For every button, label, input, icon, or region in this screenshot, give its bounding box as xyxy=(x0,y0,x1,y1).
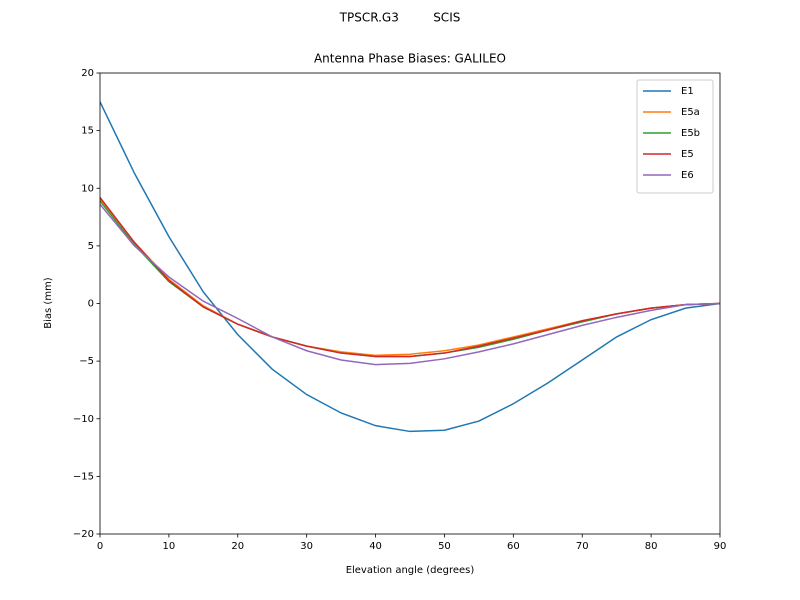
series-line xyxy=(100,200,720,358)
series-line xyxy=(100,203,720,366)
y-tick-label: −10 xyxy=(73,414,94,425)
x-tick-label: 10 xyxy=(163,541,176,552)
x-tick-label: 20 xyxy=(231,541,244,552)
x-tick-label: 40 xyxy=(369,541,382,552)
legend-label: E1 xyxy=(681,86,694,97)
legend-label: E5 xyxy=(681,149,694,160)
y-axis-label: Bias (mm) xyxy=(43,277,54,329)
x-tick-label: 30 xyxy=(300,541,313,552)
x-tick-label: 70 xyxy=(576,541,589,552)
series-line xyxy=(100,101,720,433)
y-tick-label: 15 xyxy=(81,126,94,137)
legend-box xyxy=(636,79,714,194)
x-tick-label: 80 xyxy=(645,541,658,552)
y-tick-label: −15 xyxy=(73,471,94,482)
x-tick-label: 90 xyxy=(714,541,727,552)
legend-label: E5a xyxy=(681,107,700,118)
suptitle: TPSCR.G3 SCIS xyxy=(339,11,461,25)
x-tick-label: 50 xyxy=(438,541,451,552)
y-tick-label: −5 xyxy=(79,356,94,367)
y-tick-label: 0 xyxy=(88,299,94,310)
x-tick-label: 0 xyxy=(97,541,103,552)
plot-frame xyxy=(99,72,721,535)
series-line xyxy=(100,197,720,358)
legend-label: E5b xyxy=(681,128,700,139)
y-tick-label: 5 xyxy=(88,241,94,252)
legend-label: E6 xyxy=(681,170,694,181)
y-tick-label: 20 xyxy=(81,68,94,79)
x-axis-label: Elevation angle (degrees) xyxy=(346,565,475,576)
y-tick-label: −20 xyxy=(73,529,94,540)
chart-title: Antenna Phase Biases: GALILEO xyxy=(314,52,506,66)
x-tick-label: 60 xyxy=(507,541,520,552)
y-tick-label: 10 xyxy=(81,183,94,194)
